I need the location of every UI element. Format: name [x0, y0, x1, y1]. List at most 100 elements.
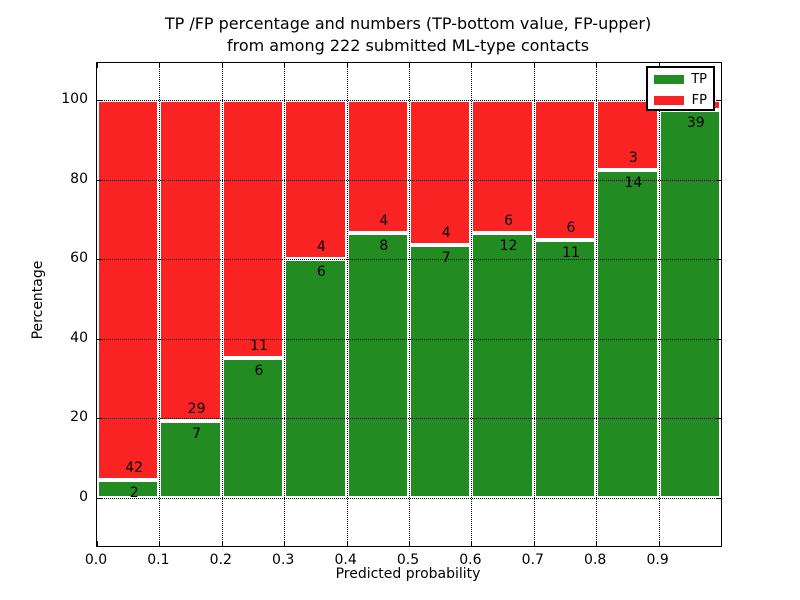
x-tick-label: 0.4	[334, 552, 357, 568]
y-tick	[716, 100, 721, 101]
fp-bar-segment	[221, 100, 285, 358]
x-tick	[284, 541, 286, 546]
y-tick	[716, 498, 721, 499]
y-tick-label: 80	[70, 170, 88, 187]
tp-count-label: 8	[379, 237, 389, 254]
x-tick	[221, 63, 223, 68]
chart-title-line2: from among 222 submitted ML-type contact…	[226, 36, 590, 55]
x-tick-label: 0.3	[272, 552, 295, 568]
y-tick	[97, 498, 102, 499]
x-tick-label: 0.5	[396, 552, 420, 568]
chart-title-line1: TP /FP percentage and numbers (TP-bottom…	[164, 14, 652, 33]
tp-bar-segment	[97, 479, 160, 498]
horizontal-gridline	[97, 498, 721, 499]
x-tick	[159, 63, 161, 68]
x-tick	[471, 541, 473, 546]
tp-count-label: 39	[686, 114, 705, 131]
tp-count-label: 11	[562, 245, 580, 262]
fp-bar-segment	[471, 100, 534, 233]
x-tick	[596, 63, 598, 68]
horizontal-gridline	[97, 100, 721, 101]
legend-row-fp: FP	[648, 90, 713, 110]
y-tick-label: 20	[70, 409, 88, 426]
tp-bar-segment	[284, 259, 347, 498]
y-tick	[97, 179, 102, 181]
tp-count-label: 6	[254, 362, 264, 379]
x-tick	[658, 541, 660, 546]
fp-bar-segment	[596, 100, 659, 171]
horizontal-gridline	[97, 179, 721, 181]
fp-count-label: 4	[379, 212, 389, 229]
y-tick-label: 100	[61, 91, 88, 107]
tp-count-label: 12	[499, 237, 518, 254]
x-tick	[596, 541, 598, 546]
x-tick-label: 0.7	[521, 552, 544, 568]
plot-area: 42 2 29 7 11 6 4 6 4 8 4 7 6 12 6 11 3 14 39	[96, 62, 722, 547]
tp-bar-segment	[221, 357, 285, 498]
tp-count-label: 7	[441, 249, 451, 266]
tp-bar-segment	[596, 170, 659, 498]
tp-count-label: 2	[129, 484, 139, 501]
fp-bar-segment	[409, 100, 472, 245]
vertical-gridline	[596, 63, 598, 546]
x-tick	[221, 541, 223, 546]
tp-bar-segment	[471, 232, 534, 498]
y-tick	[716, 418, 721, 420]
legend-row-tp: TP	[648, 69, 713, 89]
y-tick	[716, 179, 721, 181]
x-tick	[533, 63, 535, 68]
x-tick	[409, 63, 410, 68]
vertical-gridline	[409, 63, 410, 546]
vertical-gridline	[471, 63, 473, 546]
x-tick	[97, 541, 98, 546]
fp-swatch-icon	[654, 95, 684, 105]
chart-title: TP /FP percentage and numbers (TP-bottom…	[96, 13, 720, 57]
vertical-gridline	[159, 63, 161, 546]
x-tick	[159, 541, 161, 546]
horizontal-gridline	[97, 338, 721, 340]
legend-label-fp: FP	[691, 92, 707, 108]
y-tick	[97, 418, 102, 420]
vertical-gridline	[346, 63, 348, 546]
tp-swatch-icon	[654, 74, 684, 84]
vertical-gridline	[533, 63, 535, 546]
x-tick	[471, 63, 473, 68]
x-tick-label: 0.2	[209, 552, 232, 568]
y-tick-label: 60	[70, 250, 88, 267]
x-tick	[346, 63, 348, 68]
fp-count-label: 29	[187, 400, 206, 417]
x-tick-label: 0.8	[584, 552, 607, 568]
vertical-gridline	[284, 63, 286, 546]
tp-bar-segment	[658, 109, 721, 498]
y-axis-label: Percentage	[30, 260, 46, 340]
tp-bar-segment	[409, 244, 472, 498]
y-tick	[97, 338, 102, 340]
y-tick	[97, 100, 102, 101]
x-tick	[346, 541, 348, 546]
y-tick-label: 40	[70, 329, 88, 346]
x-tick	[97, 63, 98, 68]
fp-count-label: 42	[125, 459, 144, 476]
fp-count-label: 4	[316, 239, 326, 256]
tp-bar-segment	[533, 240, 597, 498]
fp-count-label: 3	[628, 150, 638, 167]
x-tick-label: 0.1	[147, 552, 170, 568]
y-tick	[97, 259, 102, 261]
y-tick-label: 0	[79, 489, 88, 505]
x-tick	[658, 63, 660, 68]
fp-count-label: 6	[504, 212, 514, 229]
tp-count-label: 7	[192, 425, 202, 442]
fp-bar-segment	[346, 100, 409, 233]
tp-count-label: 6	[316, 264, 326, 281]
horizontal-gridline	[97, 259, 721, 261]
fp-count-label: 4	[441, 224, 451, 241]
tp-count-label: 14	[624, 175, 643, 192]
tp-bar-segment	[346, 232, 409, 498]
fp-count-label: 11	[250, 337, 268, 354]
legend-label-tp: TP	[691, 71, 707, 87]
x-axis-label: Predicted probability	[335, 566, 481, 582]
x-tick-label: 0.9	[646, 552, 669, 568]
x-tick-label: 0.0	[84, 552, 108, 568]
x-tick	[533, 541, 535, 546]
